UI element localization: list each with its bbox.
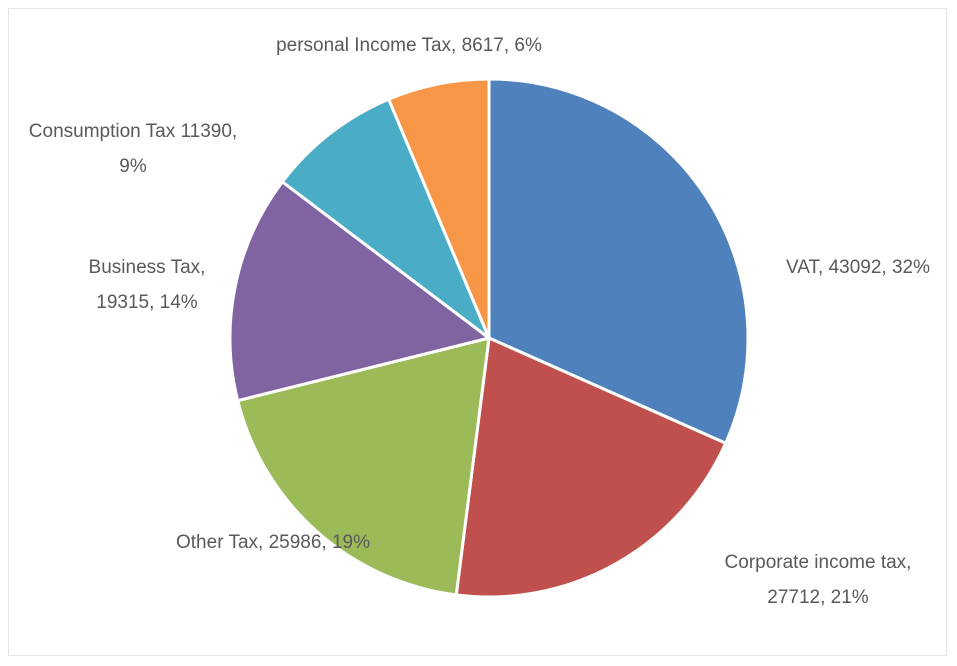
- pie-slice: [487, 77, 750, 445]
- data-label: Corporate income tax, 27712, 21%: [724, 552, 912, 608]
- data-label: Other Tax, 25986, 19%: [176, 532, 370, 553]
- pie-slice: [236, 336, 491, 597]
- pie-slice: [387, 77, 491, 340]
- data-label: Business Tax, 19315, 14%: [88, 257, 206, 313]
- data-label: personal Income Tax, 8617, 6%: [276, 35, 542, 56]
- chart-frame: [8, 8, 947, 656]
- data-label: Consumption Tax 11390, 9%: [28, 121, 238, 177]
- pie-slice: [280, 97, 491, 340]
- data-label: VAT, 43092, 32%: [785, 257, 930, 278]
- pie-slice: [454, 336, 728, 599]
- pie-slice: [228, 180, 491, 403]
